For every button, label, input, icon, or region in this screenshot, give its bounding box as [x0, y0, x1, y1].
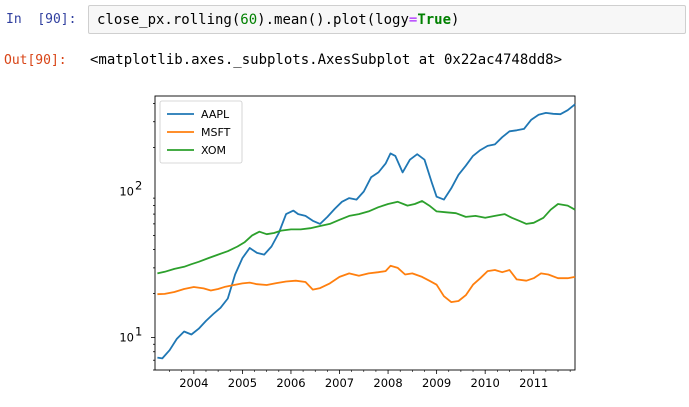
- series-line-aapl: [157, 103, 576, 360]
- code-mid: ).mean().plot(logy: [257, 12, 409, 28]
- x-tick-label: 2010: [471, 376, 500, 390]
- x-tick-label: 2006: [276, 376, 305, 390]
- x-tick-label: 2008: [373, 376, 402, 390]
- code-keyword: True: [417, 12, 452, 28]
- code-operator: =: [408, 12, 418, 28]
- y-tick-label: 10: [119, 184, 134, 198]
- x-tick-label: 2011: [519, 376, 548, 390]
- y-tick-label: 10: [119, 331, 134, 345]
- x-tick-label: 2004: [179, 376, 208, 390]
- legend-box: [159, 100, 243, 164]
- code-pre: close_px.rolling(: [97, 12, 241, 28]
- x-axis: 2004 2005 2006 2007 2008 2009 2010 2011: [169, 370, 571, 390]
- code-number: 60: [240, 12, 258, 28]
- legend-label-msft: MSFT: [201, 126, 231, 139]
- input-prompt-number: [90]:: [37, 12, 77, 27]
- series-line-xom: [157, 200, 576, 275]
- series-line-msft: [157, 264, 576, 304]
- x-tick-label: 2007: [325, 376, 354, 390]
- series-lines: [157, 103, 576, 360]
- input-prompt-label: In: [6, 12, 22, 27]
- code-input-cell[interactable]: close_px.rolling(60).mean().plot(logy=Tr…: [88, 5, 686, 34]
- axes-border: [154, 95, 576, 371]
- y-tick-exponent: 2: [135, 178, 142, 192]
- code-post: ): [451, 12, 460, 28]
- input-prompt: In [90]:: [6, 11, 76, 29]
- output-prompt: Out[90]:: [4, 53, 67, 68]
- x-tick-label: 2005: [228, 376, 257, 390]
- legend: AAPL MSFT XOM: [159, 100, 243, 164]
- y-tick-exponent: 1: [135, 325, 142, 339]
- x-tick-label: 2009: [422, 376, 451, 390]
- legend-label-aapl: AAPL: [201, 108, 230, 121]
- code-line[interactable]: close_px.rolling(60).mean().plot(logy=Tr…: [97, 11, 459, 29]
- output-repr-text: <matplotlib.axes._subplots.AxesSubplot a…: [90, 52, 563, 68]
- axes-frame: [154, 95, 576, 371]
- legend-label-xom: XOM: [201, 144, 226, 157]
